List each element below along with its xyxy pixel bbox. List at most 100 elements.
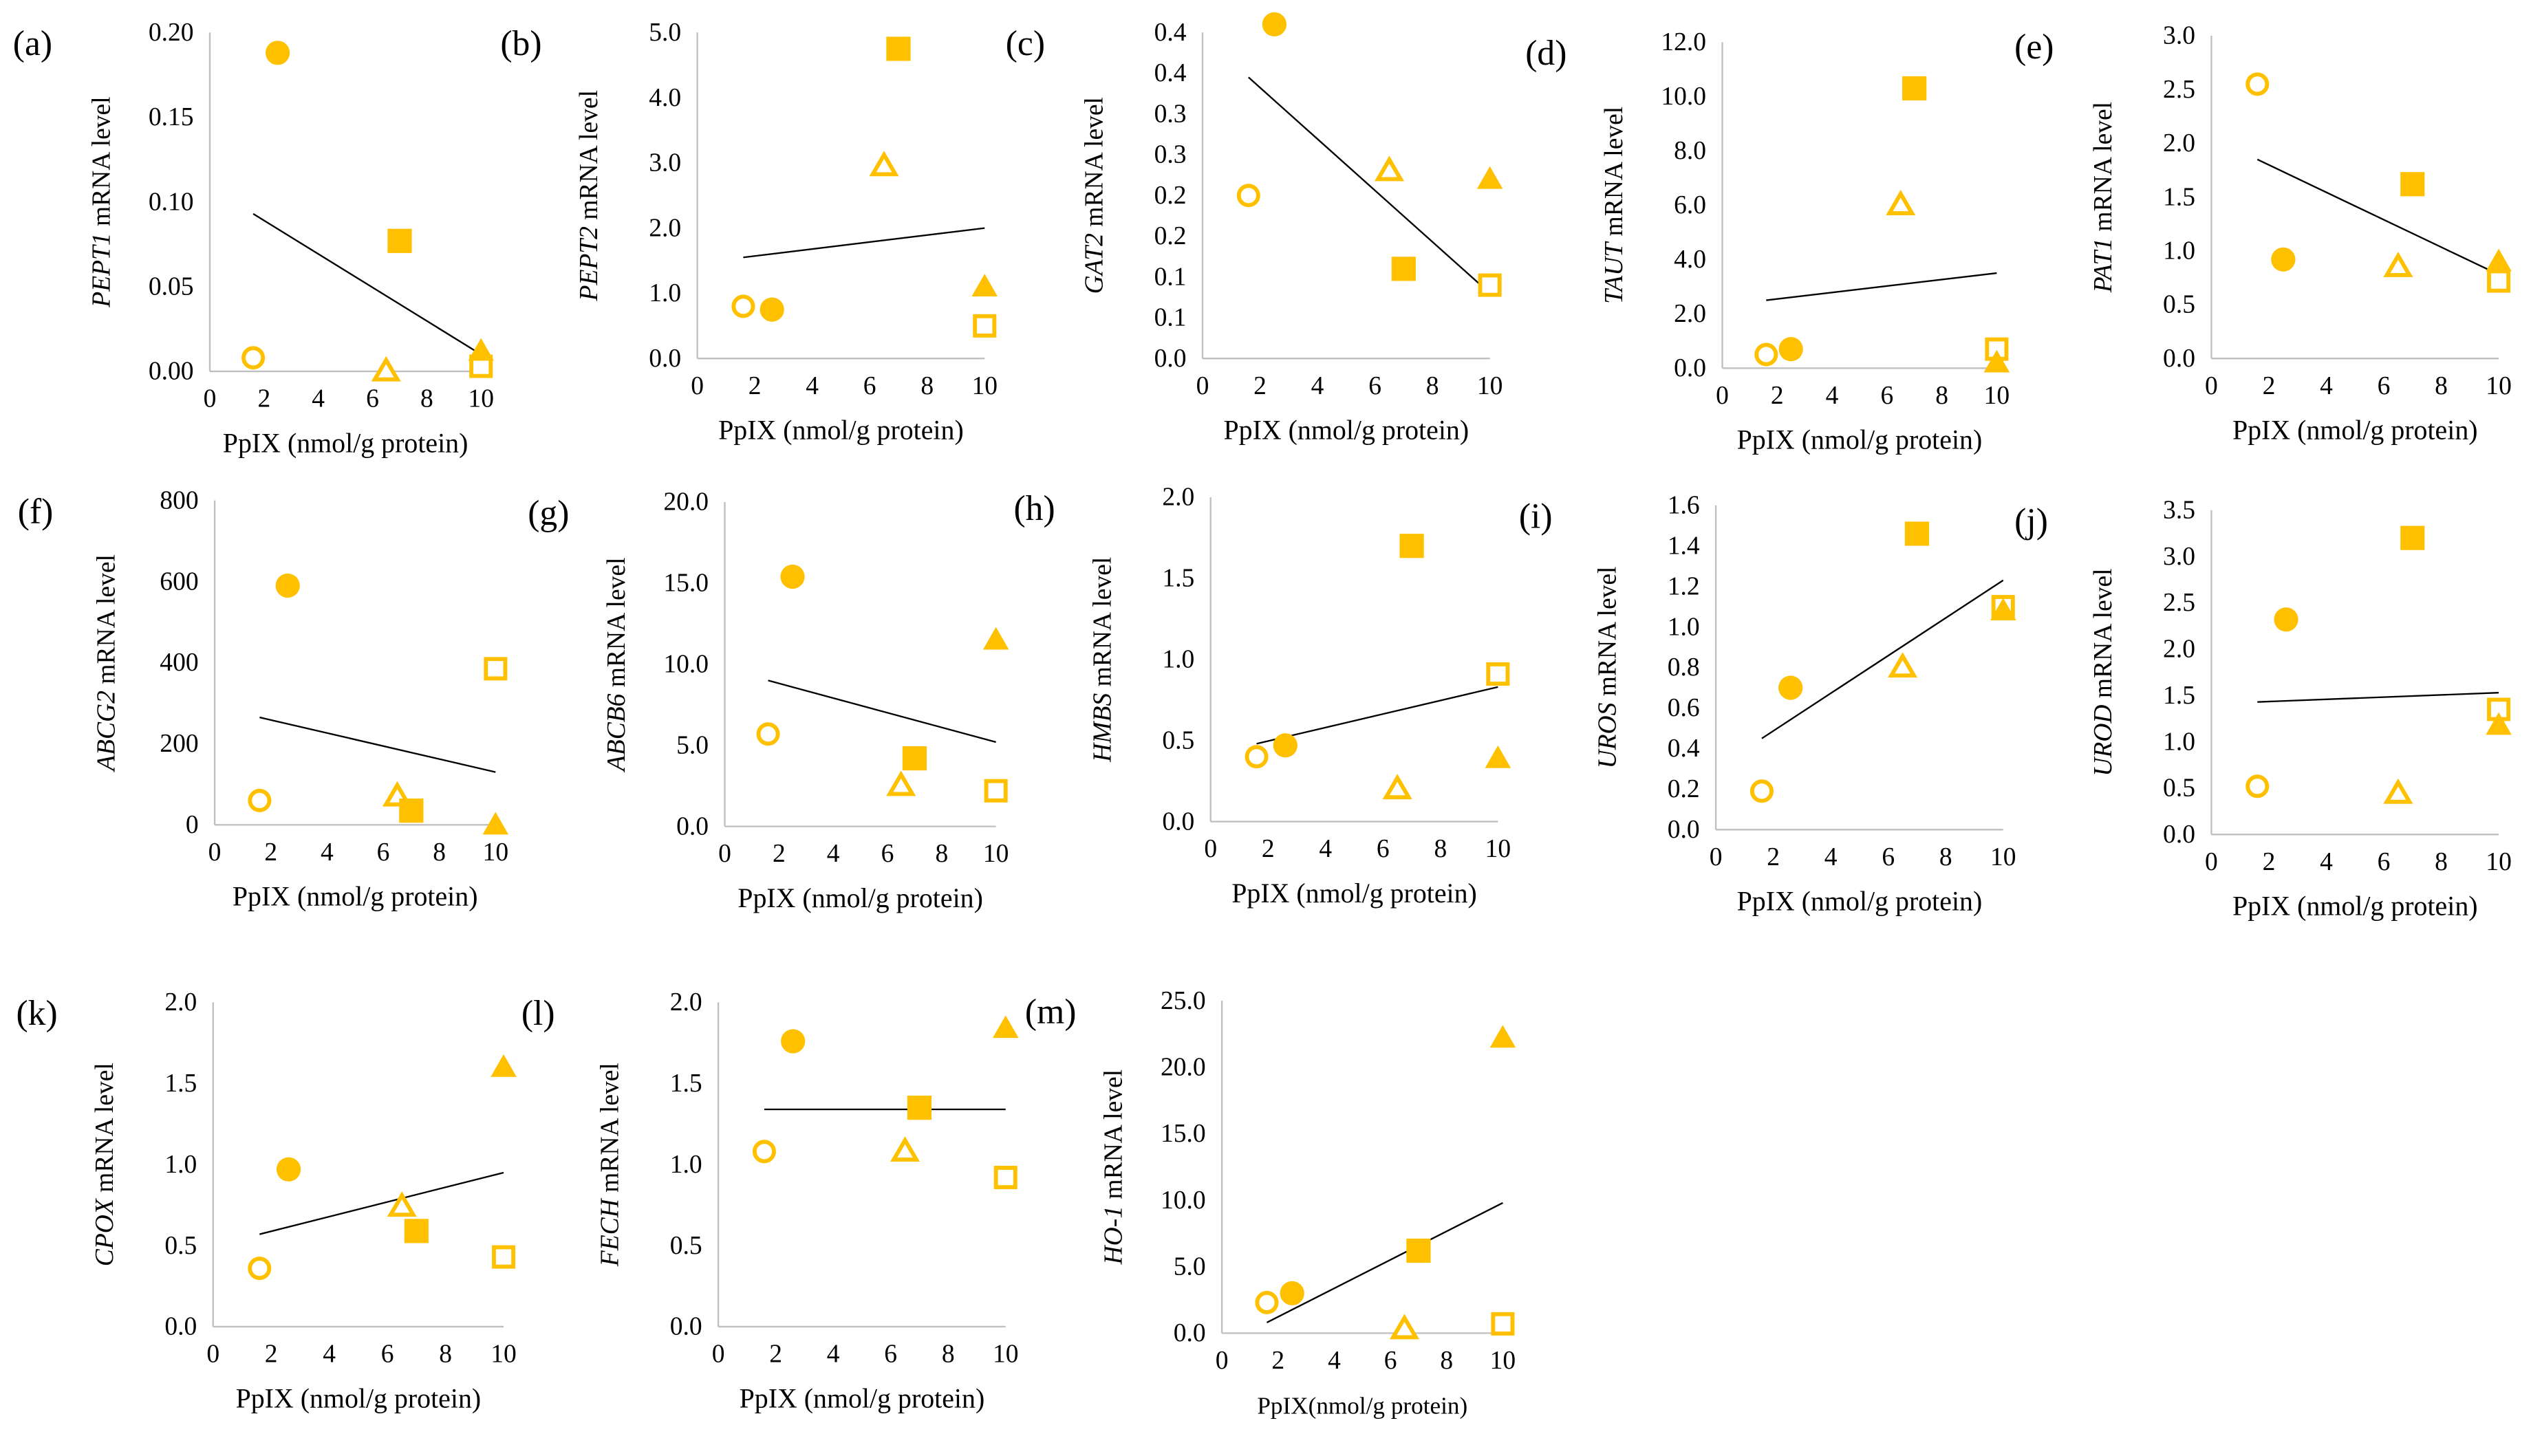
y-tick-label: 5.0: [1174, 1252, 1206, 1281]
filled-triangle-marker: [1476, 166, 1503, 189]
y-tick-label: 0.2: [1154, 182, 1187, 210]
x-tick-label: 0: [691, 372, 704, 400]
x-tick-label: 8: [942, 1340, 955, 1369]
x-tick-label: 8: [433, 838, 446, 867]
y-tick-label: 0: [186, 811, 199, 839]
x-tick-label: 2: [257, 385, 270, 413]
y-tick-label: 0.4: [1154, 59, 1187, 87]
filled-square-marker: [1391, 257, 1416, 281]
trendline: [1766, 272, 1997, 301]
filled-square-marker: [1904, 521, 1930, 546]
y-tick-label: 0.0: [670, 1313, 702, 1341]
y-label-suffix: mRNA level: [1081, 97, 1109, 233]
filled-square-marker: [404, 1219, 429, 1243]
x-tick-label: 6: [1377, 835, 1390, 863]
y-tick-label: 15.0: [1161, 1120, 1206, 1148]
filled-triangle-marker: [1489, 1025, 1516, 1048]
filled-circle-marker: [275, 573, 300, 598]
y-label-suffix: mRNA level: [93, 554, 121, 691]
y-tick-label: 0.2: [1154, 222, 1187, 250]
x-tick-label: 4: [2320, 848, 2333, 876]
filled-square-marker: [2400, 525, 2425, 550]
panel-label: (h): [1013, 489, 1055, 528]
y-tick-label: 0.00: [149, 358, 194, 386]
x-tick-label: 0: [1204, 835, 1217, 863]
x-tick-label: 4: [806, 372, 819, 400]
filled-square-marker: [886, 36, 911, 61]
y-tick-label: 0.6: [1668, 694, 1700, 722]
open-triangle-marker: [890, 1136, 920, 1162]
x-tick-label: 6: [1384, 1347, 1397, 1375]
panel-l: 0 2 4 6 8 10 0.0 0.5 1.0 1.5 2.0 PpIX (nmol/g prote…: [521, 988, 1019, 1413]
filled-triangle-marker: [971, 274, 998, 297]
open-square-marker: [492, 1245, 516, 1269]
y-axis-label: GAT2 mRNA level: [1081, 97, 1109, 294]
y-axis-label: PAT1 mRNA level: [2089, 102, 2118, 293]
open-square-marker: [484, 657, 508, 681]
x-tick-label: 10: [971, 372, 998, 400]
y-tick-label: 15.0: [663, 569, 709, 598]
x-tick-label: 6: [381, 1340, 394, 1369]
filled-circle-marker: [780, 564, 805, 589]
gene-name: UROD: [2089, 704, 2118, 776]
filled-square-marker: [2400, 172, 2425, 197]
x-axis-label: PpIX (nmol/g protein): [2232, 891, 2478, 922]
x-tick-label: 0: [1710, 843, 1723, 871]
y-tick-label: 0.05: [149, 273, 194, 301]
x-tick-label: 2: [1262, 835, 1275, 863]
panel-label: (b): [500, 24, 541, 63]
x-axis-label: PpIX (nmol/g protein): [2232, 415, 2478, 446]
filled-square-marker: [387, 228, 412, 253]
x-tick-label: 2: [2263, 848, 2276, 876]
y-label-suffix: mRNA level: [88, 96, 116, 232]
y-label-suffix: mRNA level: [2089, 568, 2118, 704]
filled-triangle-marker: [2486, 712, 2512, 735]
open-square-marker: [2487, 269, 2511, 293]
y-tick-label: 0.0: [649, 345, 681, 373]
x-tick-label: 4: [1826, 382, 1839, 410]
x-tick-label: 10: [1990, 843, 2016, 871]
y-tick-label: 5.0: [649, 19, 681, 47]
open-triangle-marker: [1389, 1314, 1420, 1340]
y-tick-label: 600: [160, 567, 198, 596]
x-axis-label: PpIX (nmol/g protein): [233, 881, 478, 912]
y-axis-label: HMBS mRNA level: [1088, 557, 1117, 763]
x-tick-label: 2: [264, 838, 277, 867]
x-axis-label: PpIX (nmol/g protein): [737, 882, 983, 913]
x-axis-label: PpIX (nmol/g protein): [1737, 424, 1983, 455]
panel-c: 0 2 4 6 8 10 0.0 0.1 0.1 0.2 0.2 0.3 0.3 0.4 0.4 PpIX (…: [1006, 12, 1503, 446]
panel-k: 0 2 4 6 8 10 0.0 0.5 1.0 1.5 2.0 PpIX (nmol/g prote…: [16, 988, 517, 1413]
y-tick-label: 0.1: [1154, 263, 1187, 291]
open-triangle-marker: [886, 770, 916, 796]
x-tick-label: 0: [2205, 372, 2218, 400]
y-tick-label: 1.0: [649, 279, 681, 307]
x-tick-label: 2: [265, 1340, 278, 1369]
open-circle-marker: [756, 722, 780, 746]
y-tick-label: 1.0: [1162, 646, 1194, 674]
y-tick-label: 2.0: [1674, 300, 1706, 328]
filled-triangle-marker: [482, 812, 509, 835]
y-tick-label: 0.3: [1154, 100, 1187, 128]
open-circle-marker: [2245, 774, 2270, 798]
panel-label: (m): [1025, 992, 1077, 1032]
y-tick-label: 0.0: [1154, 345, 1187, 373]
y-tick-label: 0.15: [149, 103, 194, 131]
panel-j: 0 2 4 6 8 10 0.0 0.5 1.0 1.5 2.0 2.5 3.0 3.5 PpIX (nmo…: [2014, 496, 2512, 922]
filled-square-marker: [902, 746, 927, 771]
y-tick-label: 2.0: [2163, 635, 2195, 664]
x-tick-label: 6: [1882, 843, 1895, 871]
gene-name: FECH: [596, 1197, 625, 1267]
open-triangle-marker: [387, 1191, 417, 1217]
open-circle-marker: [248, 788, 272, 812]
open-triangle-marker: [371, 356, 401, 382]
open-square-marker: [973, 314, 997, 338]
open-square-marker: [1478, 273, 1502, 297]
x-tick-label: 8: [1440, 1347, 1453, 1375]
panel-label: (i): [1519, 497, 1553, 536]
x-tick-label: 0: [1216, 1347, 1229, 1375]
y-tick-label: 1.5: [2163, 682, 2195, 710]
x-axis-label: PpIX (nmol/g protein): [740, 1382, 985, 1413]
open-circle-marker: [1236, 184, 1260, 208]
x-tick-label: 8: [2435, 372, 2448, 400]
x-axis-label: PpIX (nmol/g protein): [223, 427, 468, 458]
